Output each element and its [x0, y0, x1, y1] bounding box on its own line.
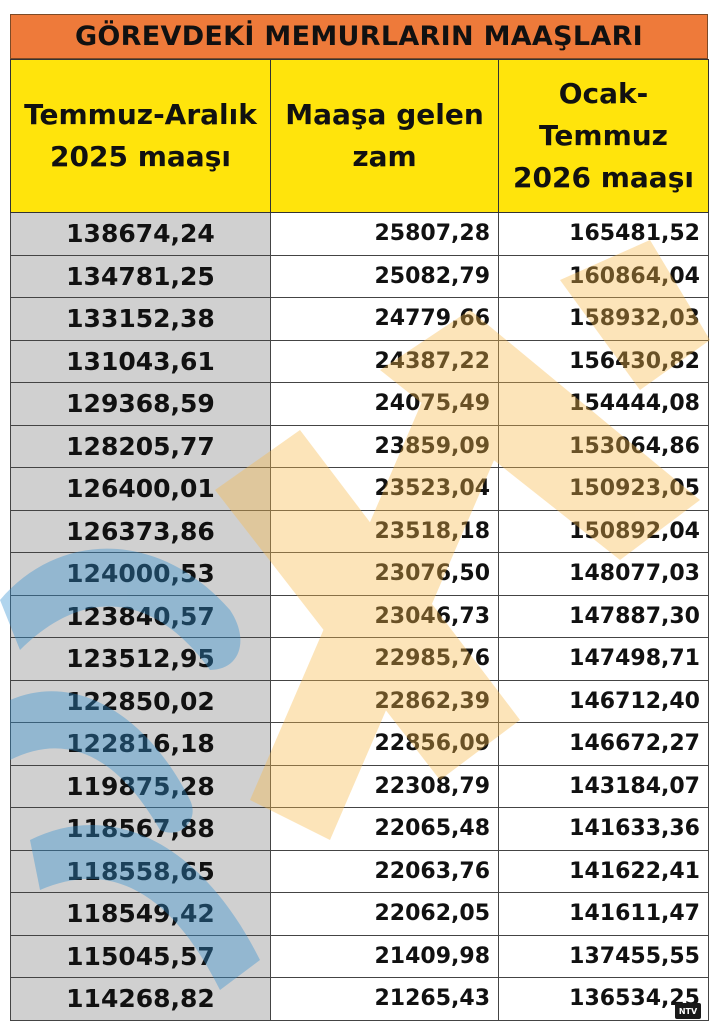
cell-raise: 21265,43 [270, 977, 499, 1021]
cell-current-salary: 131043,61 [10, 339, 271, 383]
header-line: Ocak- [558, 77, 649, 110]
cell-raise: 22065,48 [270, 807, 499, 851]
cell-new-salary: 153064,86 [498, 424, 709, 468]
cell-current-salary: 134781,25 [10, 254, 271, 298]
cell-new-salary: 147887,30 [498, 594, 709, 638]
table-row: 128205,77 23859,09 153064,86 [10, 424, 709, 468]
cell-current-salary: 115045,57 [10, 934, 271, 978]
table-row: 118558,65 22063,76 141622,41 [10, 849, 709, 893]
table-row: 129368,59 24075,49 154444,08 [10, 382, 709, 426]
cell-new-salary: 150923,05 [498, 467, 709, 511]
cell-raise: 25082,79 [270, 254, 499, 298]
cell-current-salary: 123512,95 [10, 637, 271, 681]
cell-current-salary: 133152,38 [10, 297, 271, 341]
cell-new-salary: 137455,55 [498, 934, 709, 978]
cell-raise: 22856,09 [270, 722, 499, 766]
header-line: Temmuz-Aralık [24, 98, 257, 131]
header-line: 2026 maaşı [513, 161, 694, 194]
cell-new-salary: 150892,04 [498, 509, 709, 553]
cell-new-salary: 141633,36 [498, 807, 709, 851]
cell-current-salary: 126400,01 [10, 467, 271, 511]
cell-current-salary: 118549,42 [10, 892, 271, 936]
table-row: 118567,88 22065,48 141633,36 [10, 807, 709, 851]
column-header-new-salary: Ocak- Temmuz 2026 maaşı [498, 59, 709, 213]
cell-current-salary: 138674,24 [10, 212, 271, 256]
cell-raise: 22308,79 [270, 764, 499, 808]
cell-new-salary: 154444,08 [498, 382, 709, 426]
cell-current-salary: 124000,53 [10, 552, 271, 596]
cell-raise: 24387,22 [270, 339, 499, 383]
cell-raise: 23518,18 [270, 509, 499, 553]
table-row: 131043,61 24387,22 156430,82 [10, 339, 709, 383]
table-row: 126400,01 23523,04 150923,05 [10, 467, 709, 511]
cell-raise: 23076,50 [270, 552, 499, 596]
table-row: 122850,02 22862,39 146712,40 [10, 679, 709, 723]
cell-raise: 21409,98 [270, 934, 499, 978]
table-row: 114268,82 21265,43 136534,25 [10, 977, 709, 1021]
table-header-row: Temmuz-Aralık 2025 maaşı Maaşa gelen zam… [10, 59, 709, 213]
page-title: GÖREVDEKİ MEMURLARIN MAAŞLARI [10, 14, 708, 59]
header-line: Temmuz [539, 119, 668, 152]
cell-new-salary: 165481,52 [498, 212, 709, 256]
table-row: 133152,38 24779,66 158932,03 [10, 297, 709, 341]
table-row: 122816,18 22856,09 146672,27 [10, 722, 709, 766]
cell-raise: 24779,66 [270, 297, 499, 341]
table-row: 119875,28 22308,79 143184,07 [10, 764, 709, 808]
cell-new-salary: 160864,04 [498, 254, 709, 298]
table-row: 123840,57 23046,73 147887,30 [10, 594, 709, 638]
cell-new-salary: 156430,82 [498, 339, 709, 383]
table-row: 123512,95 22985,76 147498,71 [10, 637, 709, 681]
column-header-current-salary: Temmuz-Aralık 2025 maaşı [10, 59, 271, 213]
table-row: 118549,42 22062,05 141611,47 [10, 892, 709, 936]
cell-raise: 22985,76 [270, 637, 499, 681]
cell-new-salary: 158932,03 [498, 297, 709, 341]
cell-new-salary: 147498,71 [498, 637, 709, 681]
cell-current-salary: 118558,65 [10, 849, 271, 893]
cell-current-salary: 129368,59 [10, 382, 271, 426]
cell-new-salary: 146712,40 [498, 679, 709, 723]
table-row: 115045,57 21409,98 137455,55 [10, 934, 709, 978]
cell-raise: 22862,39 [270, 679, 499, 723]
cell-raise: 22062,05 [270, 892, 499, 936]
cell-raise: 25807,28 [270, 212, 499, 256]
header-line: zam [352, 140, 417, 173]
cell-current-salary: 122816,18 [10, 722, 271, 766]
cell-raise: 22063,76 [270, 849, 499, 893]
column-header-raise: Maaşa gelen zam [270, 59, 499, 213]
cell-current-salary: 122850,02 [10, 679, 271, 723]
cell-new-salary: 146672,27 [498, 722, 709, 766]
cell-new-salary: 143184,07 [498, 764, 709, 808]
cell-current-salary: 118567,88 [10, 807, 271, 851]
cell-current-salary: 128205,77 [10, 424, 271, 468]
cell-new-salary: 148077,03 [498, 552, 709, 596]
cell-current-salary: 119875,28 [10, 764, 271, 808]
salary-table: Temmuz-Aralık 2025 maaşı Maaşa gelen zam… [10, 59, 709, 1021]
cell-raise: 23046,73 [270, 594, 499, 638]
table-row: 134781,25 25082,79 160864,04 [10, 254, 709, 298]
cell-raise: 23523,04 [270, 467, 499, 511]
header-line: 2025 maaşı [50, 140, 231, 173]
cell-current-salary: 126373,86 [10, 509, 271, 553]
cell-current-salary: 114268,82 [10, 977, 271, 1021]
cell-current-salary: 123840,57 [10, 594, 271, 638]
cell-raise: 23859,09 [270, 424, 499, 468]
table-row: 138674,24 25807,28 165481,52 [10, 212, 709, 256]
header-line: Maaşa gelen [285, 98, 484, 131]
table-row: 124000,53 23076,50 148077,03 [10, 552, 709, 596]
cell-new-salary: 141611,47 [498, 892, 709, 936]
ntv-logo: NTV [675, 1003, 701, 1019]
table-body: 138674,24 25807,28 165481,52 134781,25 25082… [10, 212, 709, 1021]
cell-raise: 24075,49 [270, 382, 499, 426]
table-row: 126373,86 23518,18 150892,04 [10, 509, 709, 553]
cell-new-salary: 141622,41 [498, 849, 709, 893]
